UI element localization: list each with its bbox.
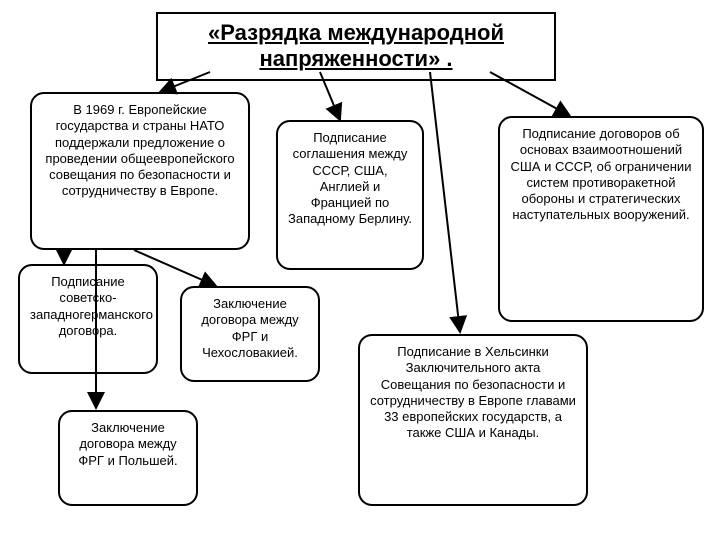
node-frg-czech-treaty: Заключение договора между ФРГ и Чехослов… bbox=[180, 286, 320, 382]
node-nato-proposal: В 1969 г. Европейские государства и стра… bbox=[30, 92, 250, 250]
node-text: В 1969 г. Европейские государства и стра… bbox=[45, 102, 234, 198]
node-helsinki-act: Подписание в Хельсинки Заключительного а… bbox=[358, 334, 588, 506]
title-line-2: напряженности» . bbox=[259, 46, 452, 71]
node-frg-poland-treaty: Заключение договора между ФРГ и Польшей. bbox=[58, 410, 198, 506]
node-text: Заключение договора между ФРГ и Польшей. bbox=[78, 420, 177, 468]
node-soviet-german-treaty: Подписание советско-западногерманского д… bbox=[18, 264, 158, 374]
node-us-ussr-treaties: Подписание договоров об основах взаимоот… bbox=[498, 116, 704, 322]
node-text: Подписание договоров об основах взаимоот… bbox=[511, 126, 692, 222]
title-line-1: «Разрядка международной bbox=[208, 20, 504, 45]
node-text: Подписание соглашения между СССР, США, А… bbox=[288, 130, 412, 226]
node-berlin-agreement: Подписание соглашения между СССР, США, А… bbox=[276, 120, 424, 270]
diagram-title: «Разрядка международной напряженности» . bbox=[156, 12, 556, 81]
node-text: Подписание советско-западногерманского д… bbox=[30, 274, 153, 338]
node-text: Заключение договора между ФРГ и Чехослов… bbox=[201, 296, 298, 360]
node-text: Подписание в Хельсинки Заключительного а… bbox=[370, 344, 576, 440]
